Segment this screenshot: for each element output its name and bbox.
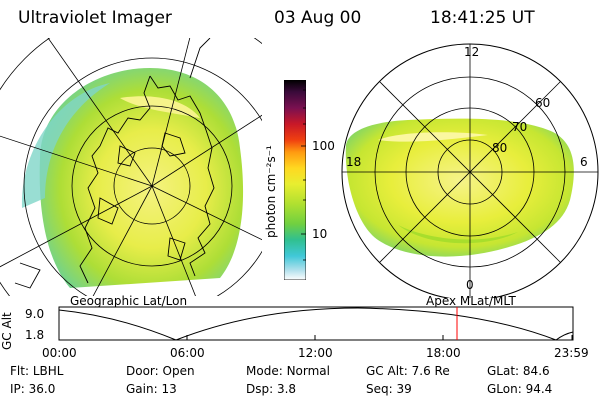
right-panel-caption: Apex MLat/MLT — [426, 294, 516, 308]
observation-date: 03 Aug 00 — [274, 8, 362, 28]
colorbar-unit-label: photon cm⁻²s⁻¹ — [264, 145, 278, 238]
mlt-label-12: 12 — [464, 45, 480, 59]
altitude-plot — [58, 306, 574, 341]
status-ip: IP: 36.0 — [10, 382, 56, 396]
mlt-label-6: 6 — [580, 155, 588, 169]
colorbar-tick-100: 100 — [312, 139, 335, 153]
xtick-2359: 23:59 — [554, 346, 589, 360]
left-panel-caption: Geographic Lat/Lon — [70, 294, 188, 308]
instrument-title: Ultraviolet Imager — [18, 8, 172, 28]
observation-time: 18:41:25 UT — [430, 8, 535, 28]
xtick-1800: 18:00 — [426, 346, 461, 360]
xtick-0000: 00:00 — [42, 346, 77, 360]
status-gain: Gain: 13 — [126, 382, 177, 396]
status-door: Door: Open — [126, 364, 195, 378]
mlat-label-60: 60 — [535, 96, 551, 110]
status-filter: Flt: LBHL — [10, 364, 64, 378]
mlt-label-18: 18 — [346, 155, 362, 169]
intensity-colorbar — [284, 80, 306, 280]
colorbar-tick-10: 10 — [312, 227, 328, 241]
status-mode: Mode: Normal — [246, 364, 330, 378]
polar-mlat-mlt-image — [341, 43, 599, 298]
status-dsp: Dsp: 3.8 — [246, 382, 297, 396]
mlt-label-0: 0 — [466, 278, 474, 292]
altitude-ylabel: GC Alt — [0, 312, 14, 350]
status-glon: GLon: 94.4 — [487, 382, 553, 396]
status-seq: Seq: 39 — [366, 382, 412, 396]
xtick-1200: 12:00 — [298, 346, 333, 360]
xtick-0600: 06:00 — [170, 346, 205, 360]
status-glat: GLat: 84.6 — [487, 364, 550, 378]
status-gc-alt: GC Alt: 7.6 Re — [366, 364, 450, 378]
mlat-label-70: 70 — [512, 120, 528, 134]
geographic-image — [0, 38, 262, 296]
altitude-ytick-max: 9.0 — [25, 307, 45, 321]
mlat-label-80: 80 — [492, 141, 508, 155]
altitude-ytick-min: 1.8 — [25, 328, 45, 342]
